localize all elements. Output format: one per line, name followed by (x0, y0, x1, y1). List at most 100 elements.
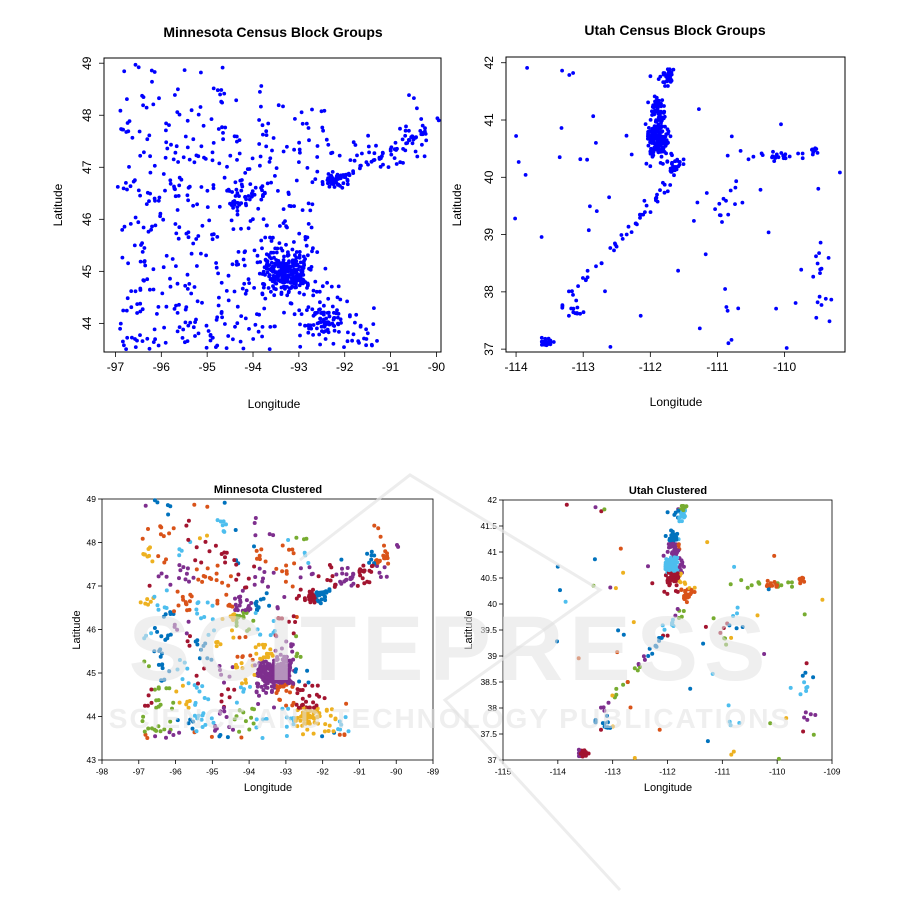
data-point (621, 570, 626, 575)
data-point (218, 733, 223, 737)
data-point (278, 652, 283, 657)
data-point (258, 597, 263, 602)
data-point (169, 142, 173, 147)
data-point (159, 634, 164, 639)
data-point (257, 271, 262, 276)
data-point (257, 553, 262, 558)
data-point (317, 694, 322, 699)
data-point (283, 219, 287, 224)
data-point (129, 305, 134, 310)
data-point (267, 532, 272, 537)
data-point (563, 599, 568, 604)
data-point (661, 180, 665, 185)
data-point (191, 575, 196, 580)
data-point (252, 192, 257, 197)
data-point (219, 280, 224, 285)
data-point (310, 107, 314, 112)
data-point (183, 577, 188, 582)
data-point (162, 727, 167, 732)
data-point (281, 207, 286, 212)
data-point (782, 154, 787, 159)
data-point (729, 635, 734, 640)
data-point (163, 612, 168, 617)
data-point (717, 201, 722, 206)
data-point (151, 267, 156, 272)
data-point (156, 662, 161, 667)
data-point (299, 312, 304, 316)
data-point (264, 223, 269, 228)
data-point (217, 161, 222, 166)
data-point (340, 185, 345, 190)
data-point (755, 613, 760, 618)
data-point (682, 597, 687, 602)
data-point (378, 164, 383, 169)
data-point (315, 250, 320, 255)
data-point (800, 156, 805, 161)
data-point (801, 729, 806, 734)
data-point (142, 659, 147, 664)
data-point (766, 587, 771, 592)
data-point (150, 726, 154, 731)
data-point (260, 325, 265, 329)
data-point (259, 684, 264, 689)
data-point (575, 305, 580, 310)
data-point (170, 706, 174, 711)
data-point (170, 257, 175, 261)
data-point (681, 609, 686, 613)
data-point (602, 507, 607, 512)
data-point (270, 688, 274, 693)
data-point (367, 150, 371, 155)
data-point (299, 281, 304, 285)
data-point (268, 670, 273, 675)
data-point (361, 568, 366, 573)
data-point (642, 198, 647, 203)
data-point (302, 550, 307, 555)
data-point (143, 703, 147, 708)
data-point (285, 261, 289, 266)
data-point (186, 721, 191, 726)
data-point (671, 165, 676, 169)
data-point (648, 164, 653, 169)
data-point (202, 155, 206, 160)
data-point (652, 94, 657, 99)
data-point (784, 346, 789, 350)
data-point (186, 198, 191, 203)
data-point (177, 547, 182, 552)
data-point (187, 643, 192, 648)
data-point (164, 588, 169, 593)
data-point (814, 315, 819, 320)
data-point (297, 255, 302, 260)
data-point (241, 346, 246, 351)
data-point (300, 703, 304, 708)
data-point (297, 140, 301, 145)
data-point (186, 230, 191, 235)
data-point (172, 622, 177, 627)
data-point (257, 312, 261, 317)
data-point (407, 128, 411, 133)
data-point (141, 225, 146, 230)
data-point (665, 567, 670, 572)
data-point (261, 645, 266, 650)
y-tick-label: 45 (87, 668, 97, 678)
data-point (770, 155, 774, 160)
data-point (216, 271, 221, 276)
data-point (567, 289, 571, 294)
data-point (140, 250, 145, 254)
data-point (226, 583, 231, 588)
data-point (185, 118, 190, 123)
data-point (307, 138, 311, 143)
y-tick-label: 37.5 (480, 729, 497, 739)
data-point (768, 583, 773, 587)
data-point (282, 595, 287, 599)
data-point (366, 133, 370, 138)
data-point (331, 341, 336, 346)
data-point (215, 640, 220, 644)
data-point (273, 174, 277, 178)
data-point (145, 597, 150, 602)
data-point (308, 592, 313, 597)
data-point (298, 718, 303, 723)
data-point (255, 671, 260, 676)
data-point (576, 747, 581, 752)
data-point (663, 573, 668, 578)
y-tick-label: 47 (80, 160, 94, 174)
